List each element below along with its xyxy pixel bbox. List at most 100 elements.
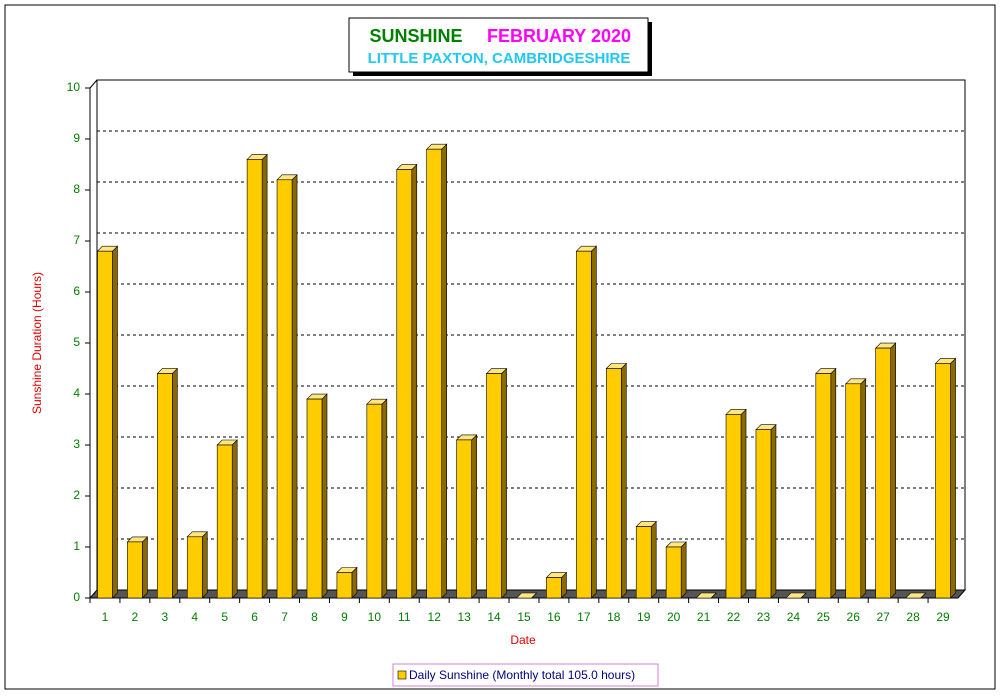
bar <box>127 541 143 599</box>
bar-side <box>291 174 298 599</box>
x-tick-label: 4 <box>191 610 198 624</box>
x-tick-label: 21 <box>697 610 711 624</box>
bar <box>605 368 622 599</box>
y-tick-label: 6 <box>73 284 80 298</box>
y-tick-label: 0 <box>73 590 80 604</box>
bar-side <box>620 362 627 599</box>
x-tick-label: 15 <box>517 610 531 624</box>
axis-link <box>89 79 98 89</box>
y-tick-label: 5 <box>73 335 80 349</box>
y-tick-label: 10 <box>67 80 81 94</box>
x-tick-label: 18 <box>607 610 621 624</box>
y-axis-title: Sunshine Duration (Hours) <box>30 272 44 414</box>
bar-side <box>830 367 837 599</box>
bar-side <box>411 163 418 599</box>
bar-side <box>740 408 747 599</box>
bar-side <box>501 367 507 599</box>
bar <box>665 546 682 599</box>
bar-side <box>471 434 477 599</box>
bar <box>875 347 891 599</box>
bar-side <box>172 367 178 599</box>
x-tick-label: 5 <box>221 610 228 624</box>
x-tick-label: 2 <box>132 610 139 624</box>
bar-side <box>381 398 388 599</box>
bar-side <box>112 245 118 599</box>
x-tick-label: 8 <box>311 610 318 624</box>
chart-subtitle: LITTLE PAXTON, CAMBRIDGESHIRE <box>368 50 631 67</box>
bar-side <box>890 342 896 599</box>
bar-side <box>231 439 238 599</box>
x-tick-label: 12 <box>428 610 442 624</box>
x-tick-label: 23 <box>757 610 771 624</box>
bar <box>426 148 443 599</box>
x-tick-label: 11 <box>398 610 411 624</box>
chart-title-date: FEBRUARY 2020 <box>487 26 631 46</box>
bar-side <box>950 357 956 599</box>
bar <box>396 169 413 599</box>
bar <box>546 577 562 599</box>
bar <box>845 383 862 599</box>
bar-side <box>860 378 867 599</box>
x-tick-label: 6 <box>251 610 258 624</box>
y-tick-label: 7 <box>73 233 80 247</box>
x-tick-label: 14 <box>487 610 501 624</box>
legend-label: Daily Sunshine (Monthly total 105.0 hour… <box>409 668 635 682</box>
bar-side <box>770 423 777 599</box>
x-tick-label: 20 <box>667 610 681 624</box>
bar-side <box>680 541 687 599</box>
bar-side <box>441 143 448 599</box>
y-tick-label: 9 <box>73 131 80 145</box>
x-tick-label: 9 <box>341 610 348 624</box>
bar-side <box>142 536 148 599</box>
bar <box>306 398 323 599</box>
bar <box>216 444 233 599</box>
x-tick-label: 25 <box>817 610 831 624</box>
x-tick-label: 1 <box>102 610 109 624</box>
bar <box>246 159 263 599</box>
x-tick-label: 27 <box>876 610 890 624</box>
x-tick-label: 22 <box>727 610 741 624</box>
bar <box>486 373 502 599</box>
x-axis-title: Date <box>510 633 536 647</box>
y-tick-label: 4 <box>73 386 80 400</box>
x-tick-label: 26 <box>847 610 861 624</box>
bar-side <box>261 153 268 599</box>
x-tick-label: 3 <box>161 610 168 624</box>
x-tick-label: 24 <box>787 610 801 624</box>
x-tick-label: 16 <box>547 610 561 624</box>
y-tick-label: 3 <box>73 437 80 451</box>
x-tick-label: 17 <box>577 610 591 624</box>
bar <box>366 403 383 599</box>
bar <box>157 373 173 599</box>
bar <box>576 250 592 599</box>
bar <box>336 572 353 599</box>
x-tick-label: 10 <box>368 610 382 624</box>
bar <box>935 363 951 599</box>
y-tick-label: 1 <box>73 539 80 553</box>
x-tick-label: 7 <box>281 610 288 624</box>
bar-top <box>695 592 717 599</box>
bar-side <box>321 393 328 599</box>
x-tick-label: 28 <box>906 610 920 624</box>
bar <box>815 373 832 599</box>
title-box <box>348 17 649 73</box>
y-tick-label: 8 <box>73 182 80 196</box>
bar-side <box>650 520 657 599</box>
bar <box>276 179 293 599</box>
bar-side <box>591 245 597 599</box>
bar <box>97 250 113 599</box>
bar-top <box>785 592 807 599</box>
x-tick-label: 19 <box>637 610 651 624</box>
bar <box>456 439 472 599</box>
bar-top <box>515 592 538 599</box>
bar <box>635 526 652 599</box>
bar-top <box>904 592 927 599</box>
bar-side <box>201 531 208 599</box>
bar <box>186 536 203 599</box>
chart-title: SUNSHINE <box>369 26 462 46</box>
x-tick-label: 13 <box>457 610 471 624</box>
y-tick-label: 2 <box>73 488 80 502</box>
bar <box>725 414 742 599</box>
x-tick-label: 29 <box>936 610 950 624</box>
